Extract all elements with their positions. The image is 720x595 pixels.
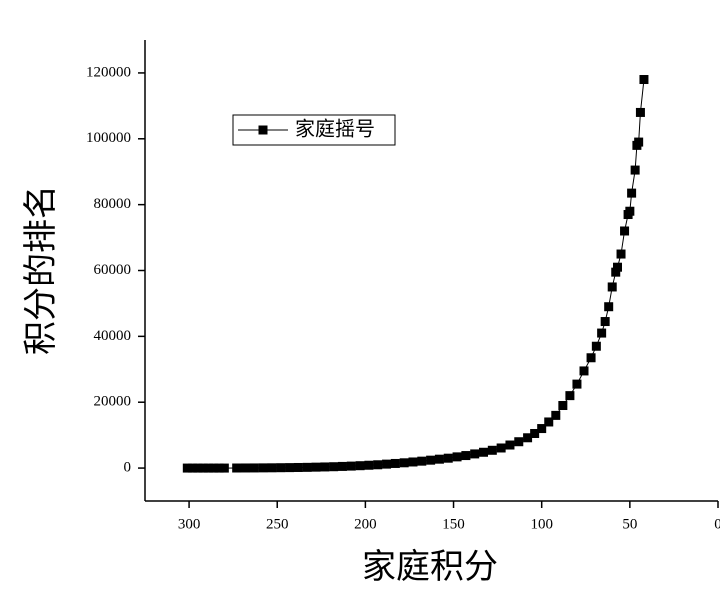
x-tick-label: 150 [442, 516, 465, 532]
marker [293, 462, 303, 472]
marker [364, 460, 374, 470]
marker [613, 262, 623, 272]
marker [346, 461, 356, 471]
marker [530, 428, 540, 438]
marker [607, 282, 617, 292]
marker [505, 440, 515, 450]
marker [604, 302, 614, 312]
marker [258, 463, 268, 473]
marker [417, 456, 427, 466]
marker [620, 226, 630, 236]
marker [219, 463, 229, 473]
marker [487, 445, 497, 455]
y-tick-label: 40000 [94, 328, 132, 344]
y-tick-label: 100000 [86, 130, 131, 146]
marker [537, 424, 547, 434]
marker [611, 267, 621, 277]
marker [639, 75, 649, 85]
x-tick-label: 0 [714, 516, 720, 532]
marker [452, 452, 462, 462]
marker [373, 460, 383, 470]
marker [514, 437, 524, 447]
marker [240, 463, 250, 473]
marker [426, 455, 436, 465]
marker [434, 454, 444, 464]
marker [198, 463, 208, 473]
marker [625, 206, 635, 216]
marker [597, 328, 607, 338]
marker [182, 463, 192, 473]
x-tick-label: 300 [178, 516, 201, 532]
marker [523, 433, 533, 443]
marker [616, 249, 626, 259]
marker [249, 463, 259, 473]
x-tick-label: 50 [622, 516, 637, 532]
y-axis-label: 积分的排名 [22, 185, 60, 355]
marker [203, 463, 213, 473]
legend-label: 家庭摇号 [295, 118, 375, 141]
marker [551, 410, 561, 420]
marker [276, 463, 286, 473]
marker [209, 463, 219, 473]
marker [496, 443, 506, 453]
marker [382, 459, 392, 469]
marker [600, 317, 610, 327]
marker [232, 463, 242, 473]
marker [470, 449, 480, 459]
marker [329, 462, 339, 472]
marker [390, 458, 400, 468]
marker [630, 165, 640, 175]
y-tick-label: 120000 [86, 64, 131, 80]
marker [408, 457, 418, 467]
legend-box [232, 114, 396, 146]
x-tick-label: 200 [354, 516, 377, 532]
marker [188, 463, 198, 473]
y-tick-label: 80000 [94, 196, 132, 212]
marker [461, 451, 471, 461]
marker [267, 463, 277, 473]
marker [558, 401, 568, 411]
marker [579, 366, 589, 376]
marker [193, 463, 203, 473]
marker [443, 453, 453, 463]
y-tick-label: 60000 [94, 262, 132, 278]
marker [544, 417, 554, 427]
x-tick-label: 100 [530, 516, 553, 532]
legend-marker [258, 125, 268, 135]
marker [302, 462, 312, 472]
marker [355, 461, 365, 471]
marker [479, 447, 489, 457]
marker [320, 462, 330, 472]
marker [586, 353, 596, 363]
marker [214, 463, 224, 473]
marker [627, 188, 637, 198]
marker [311, 462, 321, 472]
marker [591, 341, 601, 351]
marker [635, 107, 645, 117]
y-tick-label: 0 [124, 460, 132, 476]
marker [399, 458, 409, 468]
y-tick-label: 20000 [94, 394, 132, 410]
marker [285, 463, 295, 473]
x-tick-label: 250 [266, 516, 289, 532]
marker [337, 461, 347, 471]
marker [572, 379, 582, 389]
x-axis-label: 家庭积分 [362, 548, 498, 586]
marker [634, 137, 644, 147]
marker [565, 391, 575, 401]
